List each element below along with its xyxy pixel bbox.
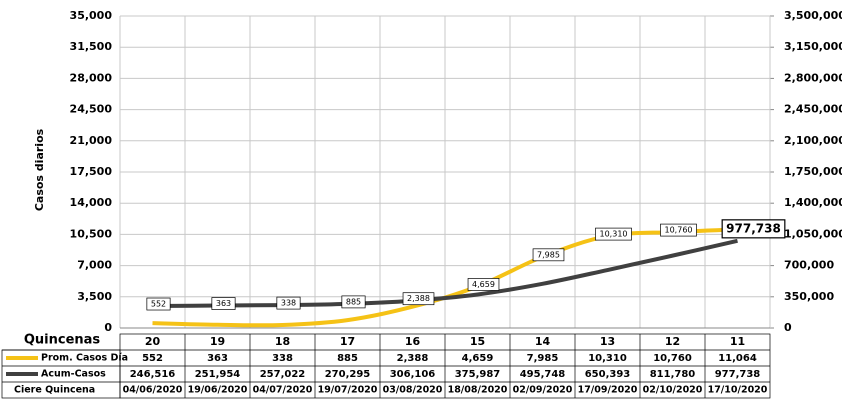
table-date: 18/08/2020 bbox=[448, 385, 508, 396]
table-date: 02/09/2020 bbox=[513, 385, 573, 396]
table-value: 10,310 bbox=[588, 353, 627, 364]
y-tick-label: 14,000 bbox=[70, 196, 113, 209]
table-date: 03/08/2020 bbox=[383, 385, 443, 396]
y-tick-label: 31,500 bbox=[70, 40, 113, 53]
data-label: 977,738 bbox=[726, 221, 781, 235]
data-label: 363 bbox=[216, 299, 231, 308]
table-date: 17/09/2020 bbox=[578, 385, 638, 396]
x-tick-label: 16 bbox=[405, 335, 421, 348]
table-value: 811,780 bbox=[650, 369, 696, 380]
data-label-box bbox=[467, 278, 500, 291]
series-line bbox=[152, 238, 738, 309]
table-value: 4,659 bbox=[462, 353, 494, 364]
data-label: 552 bbox=[151, 300, 166, 309]
data-label: 2,388 bbox=[407, 294, 430, 303]
y2-tick-label: 2,800,000 bbox=[784, 71, 842, 84]
table-date: 04/06/2020 bbox=[123, 385, 183, 396]
y2-tick-label: 2,100,000 bbox=[784, 134, 842, 147]
x-tick-label: 14 bbox=[535, 335, 551, 348]
table-value: 306,106 bbox=[390, 369, 436, 380]
table-date: 19/07/2020 bbox=[318, 385, 378, 396]
data-label-box bbox=[276, 296, 301, 310]
table-value: 552 bbox=[142, 353, 163, 364]
data-label: 10,760 bbox=[665, 226, 693, 235]
y-tick-label: 3,500 bbox=[77, 290, 112, 303]
data-label: 338 bbox=[281, 299, 296, 308]
table-value: 338 bbox=[272, 353, 293, 364]
y2-tick-label: 2,450,000 bbox=[784, 103, 842, 116]
y2-tick-label: 350,000 bbox=[784, 290, 834, 303]
x-axis-label: Quincenas bbox=[24, 333, 101, 348]
y-tick-label: 24,500 bbox=[70, 103, 113, 116]
legend-label: Acum-Casos bbox=[41, 369, 106, 380]
y2-tick-label: 1,750,000 bbox=[784, 165, 842, 178]
y2-tick-label: 0 bbox=[784, 321, 792, 334]
data-label: 7,985 bbox=[537, 250, 560, 259]
data-label: 885 bbox=[346, 297, 361, 306]
x-tick-label: 18 bbox=[275, 335, 290, 348]
y2-tick-label: 1,400,000 bbox=[784, 196, 842, 209]
data-label-box bbox=[211, 297, 236, 310]
data-label-box bbox=[721, 219, 786, 239]
table-date: 19/06/2020 bbox=[188, 385, 248, 396]
y-tick-label: 17,500 bbox=[70, 165, 113, 178]
y-tick-label: 10,500 bbox=[70, 227, 113, 240]
x-tick-label: 12 bbox=[665, 335, 680, 348]
x-tick-label: 15 bbox=[470, 335, 485, 348]
table-date: 02/10/2020 bbox=[643, 385, 703, 396]
table-value: 885 bbox=[337, 353, 358, 364]
data-label: 10,310 bbox=[600, 230, 628, 239]
y2-tick-label: 1,050,000 bbox=[784, 227, 842, 240]
table-value: 270,295 bbox=[325, 369, 371, 380]
data-label-box bbox=[341, 295, 366, 309]
table-value: 11,064 bbox=[718, 353, 757, 364]
x-tick-label: 11 bbox=[730, 335, 745, 348]
table-value: 977,738 bbox=[715, 369, 761, 380]
y-tick-label: 7,000 bbox=[77, 259, 112, 272]
data-label: 4,659 bbox=[472, 280, 495, 289]
y2-tick-label: 700,000 bbox=[784, 259, 834, 272]
data-label-box bbox=[146, 297, 171, 311]
table-value: 495,748 bbox=[520, 369, 566, 380]
table-value: 375,987 bbox=[455, 369, 501, 380]
table-value: 7,985 bbox=[527, 353, 559, 364]
table-value: 650,393 bbox=[585, 369, 631, 380]
y2-tick-label: 3,500,000 bbox=[784, 9, 842, 22]
data-label-box bbox=[660, 223, 697, 237]
table-value: 363 bbox=[207, 353, 228, 364]
y-tick-label: 28,000 bbox=[70, 71, 113, 84]
data-label-box bbox=[595, 227, 632, 241]
table-value: 246,516 bbox=[130, 369, 176, 380]
x-tick-label: 19 bbox=[210, 335, 225, 348]
table-row-label: Ciere Quincena bbox=[14, 385, 95, 396]
x-tick-label: 17 bbox=[340, 335, 355, 348]
table-value: 257,022 bbox=[260, 369, 306, 380]
table-value: 10,760 bbox=[653, 353, 692, 364]
y2-tick-label: 3,150,000 bbox=[784, 40, 842, 53]
x-tick-label: 13 bbox=[600, 335, 615, 348]
table-date: 17/10/2020 bbox=[708, 385, 768, 396]
table-value: 251,954 bbox=[195, 369, 241, 380]
data-label-box bbox=[532, 248, 565, 262]
table-value: 2,388 bbox=[397, 353, 429, 364]
y-tick-label: 35,000 bbox=[70, 9, 113, 22]
x-tick-label: 20 bbox=[145, 335, 161, 348]
legend-label: Prom. Casos Día bbox=[41, 353, 128, 364]
table-date: 04/07/2020 bbox=[253, 385, 313, 396]
data-label-box bbox=[402, 292, 435, 306]
y-axis-label: Casos diarios bbox=[33, 128, 46, 211]
y-tick-label: 21,000 bbox=[70, 134, 113, 147]
y-tick-label: 0 bbox=[104, 321, 112, 334]
